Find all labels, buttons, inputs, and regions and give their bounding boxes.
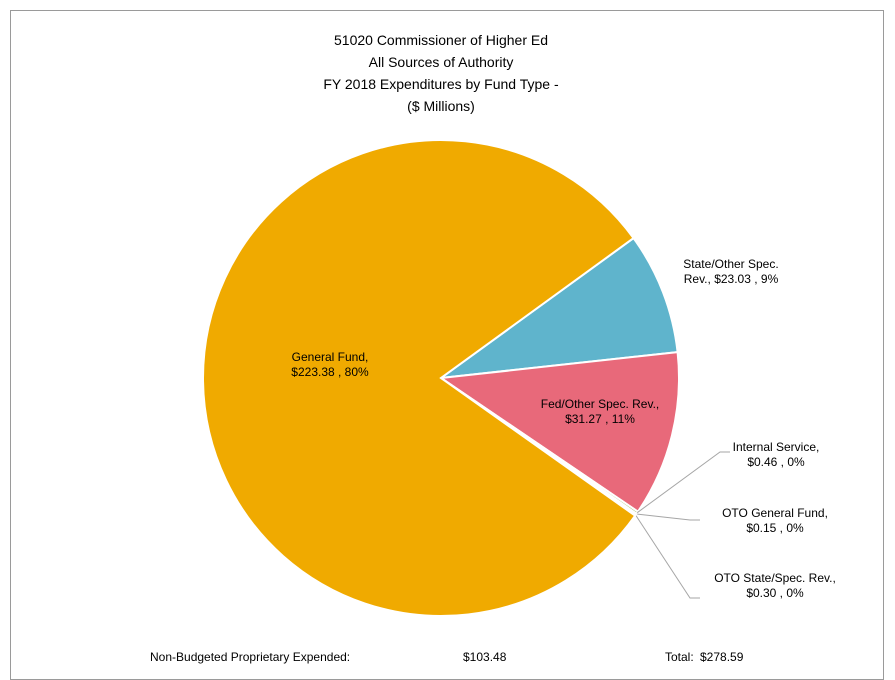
slice-value-label: $223.38 , 80% <box>291 365 369 379</box>
slice-category: State/Other Spec. Rev., <box>683 257 779 286</box>
slice-label: Internal Service, $0.46 , 0% <box>721 440 831 470</box>
slice-value-label: $0.15 , 0% <box>746 521 804 535</box>
footnote-value: $278.59 <box>700 650 744 664</box>
slice-value-label: $31.27 , 11% <box>565 412 635 426</box>
slice-value-label: $23.03 , 9% <box>714 272 779 286</box>
slice-category: OTO General Fund, <box>722 506 828 520</box>
footnote-value: $103.48 <box>463 650 507 664</box>
chart-title: ($ Millions) <box>407 98 475 114</box>
slice-label: Fed/Other Spec. Rev., $31.27 , 11% <box>525 397 675 427</box>
slice-value-label: $0.30 , 0% <box>746 586 804 600</box>
slice-label: State/Other Spec. Rev., $23.03 , 9% <box>672 257 790 287</box>
slice-category: OTO State/Spec. Rev., <box>714 571 836 585</box>
footnote-label: Non-Budgeted Proprietary Expended: <box>150 650 351 664</box>
footnote-label: Total: <box>665 650 694 664</box>
slice-label: OTO General Fund, $0.15 , 0% <box>710 506 840 536</box>
leader-line <box>636 451 730 514</box>
leader-line <box>635 514 700 599</box>
chart-title: 51020 Commissioner of Higher Ed <box>334 32 548 48</box>
slice-category: Internal Service, <box>732 440 820 454</box>
slice-label: OTO State/Spec. Rev., $0.30 , 0% <box>710 571 840 601</box>
slice-category: Fed/Other Spec. Rev., <box>540 397 660 411</box>
slice-label: General Fund, $223.38 , 80% <box>283 350 378 380</box>
slice-value-label: $0.46 , 0% <box>747 455 805 469</box>
pie-slice <box>202 139 637 617</box>
slice-category: General Fund, <box>291 350 369 364</box>
chart-title: FY 2018 Expenditures by Fund Type - <box>323 76 559 92</box>
leader-line <box>636 513 700 521</box>
pie-slice <box>438 351 680 514</box>
chart-title: All Sources of Authority <box>368 54 514 70</box>
pie-slice <box>437 236 679 380</box>
